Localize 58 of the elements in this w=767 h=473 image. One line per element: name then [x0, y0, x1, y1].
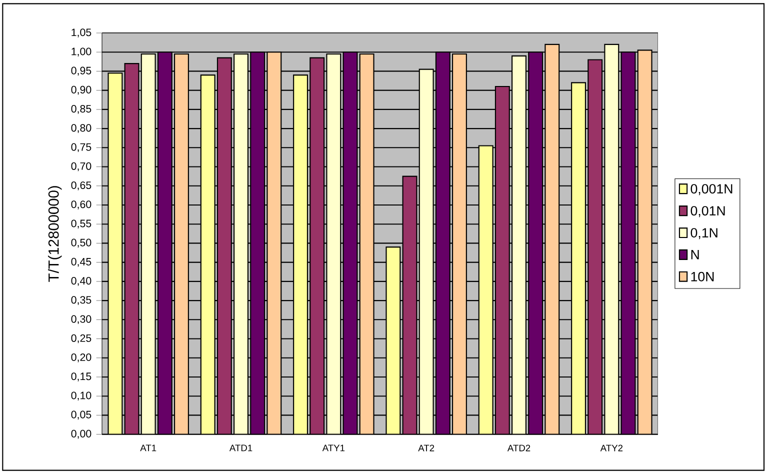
bar: [157, 52, 172, 434]
bar: [512, 55, 526, 434]
bar: [620, 52, 636, 434]
y-tick-label: 0,05: [71, 410, 92, 420]
bar: [588, 59, 603, 434]
bar: [140, 53, 156, 434]
y-tick-label: 0,00: [71, 430, 92, 439]
bar: [342, 52, 358, 434]
bar: [124, 63, 140, 434]
y-tick-label: 0,10: [71, 392, 92, 400]
y-tick-label: 0,35: [71, 296, 92, 305]
y-axis-title: T/T(12800000): [48, 186, 62, 282]
y-tick-label: 1,00: [72, 48, 92, 56]
y-tick-label: 0,50: [71, 238, 92, 248]
bar: [216, 57, 232, 434]
bar: [174, 53, 189, 434]
bar: [637, 50, 652, 434]
bar: [326, 53, 342, 434]
bar: [604, 44, 620, 434]
y-tick-label: 0,75: [71, 143, 92, 152]
bar: [250, 52, 266, 434]
y-tick-label: 0,85: [71, 105, 92, 114]
x-tick-label: ATD2: [507, 444, 530, 452]
bar: [234, 53, 248, 434]
y-tick-label: 0,15: [71, 372, 92, 382]
y-tick-label: 0,90: [71, 86, 92, 95]
y-tick-label: 0,55: [71, 220, 92, 228]
bar: [494, 86, 510, 434]
y-tick-label: 0,70: [71, 162, 92, 172]
legend-label: 0,001N: [690, 184, 732, 196]
legend-label: 0,01N: [690, 206, 725, 218]
legend-label: N: [691, 250, 699, 260]
x-tick-label: ATY1: [322, 444, 345, 452]
x-tick-label: ATD1: [229, 444, 252, 452]
y-tick-label: 0,30: [71, 315, 92, 324]
y-tick-label: 0,25: [71, 334, 92, 344]
y-tick-label: 0,20: [71, 353, 92, 362]
bar: [435, 52, 450, 434]
y-tick-label: 0,45: [71, 258, 92, 267]
bar: [528, 52, 544, 434]
bar: [402, 176, 418, 434]
bar: [544, 44, 560, 434]
legend-label: 10N: [691, 272, 714, 282]
bar: [310, 57, 325, 434]
y-tick-label: 1,05: [72, 28, 92, 38]
y-tick-label: 0,65: [71, 181, 92, 190]
x-tick-label: ATY2: [600, 444, 623, 452]
y-tick-label: 0,80: [71, 124, 92, 133]
y-tick-label: 0,95: [71, 66, 92, 76]
bar: [418, 68, 434, 434]
y-tick-label: 0,60: [71, 200, 92, 210]
bar: [452, 53, 467, 434]
x-tick-label: AT1: [140, 444, 156, 452]
bar: [266, 52, 282, 434]
bar: [359, 53, 374, 434]
x-tick-label: AT2: [418, 444, 434, 452]
legend-label: 0,1N: [690, 228, 718, 240]
y-tick-label: 0,40: [71, 277, 92, 286]
